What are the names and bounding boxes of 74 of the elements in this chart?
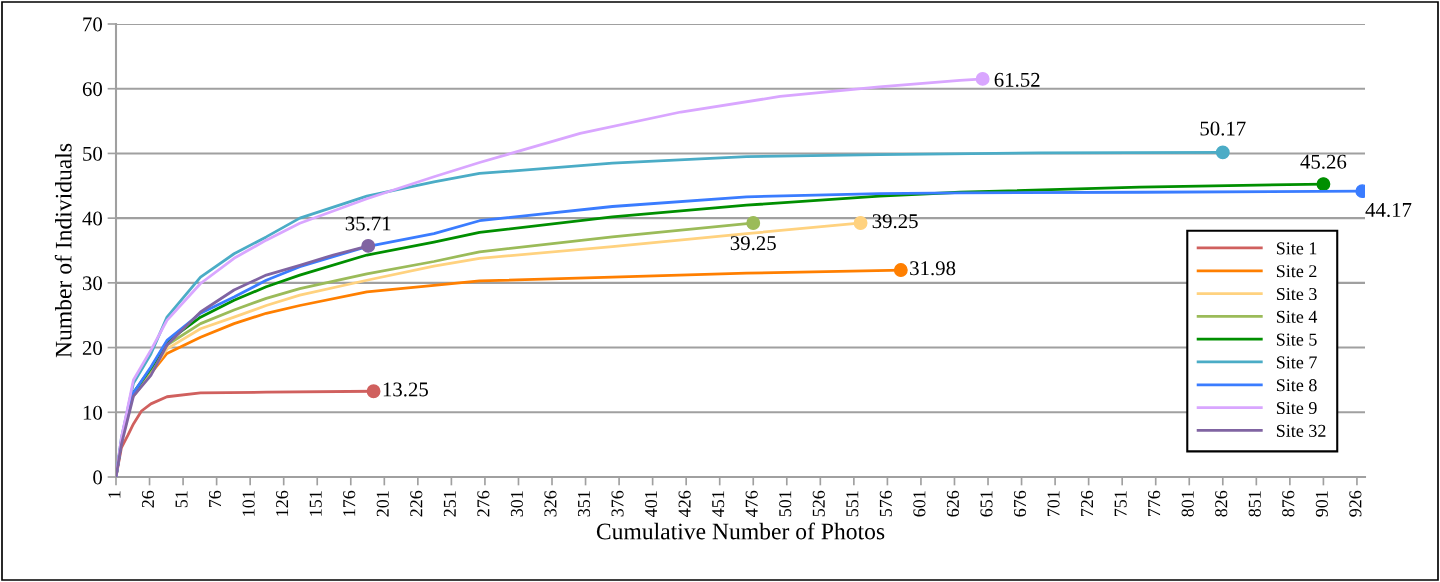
y-tick-label: 70 — [83, 17, 103, 32]
data-label: 45.26 — [1300, 154, 1347, 169]
y-tick-label: 20 — [82, 340, 103, 355]
x-tick-label: 926 — [1349, 490, 1362, 517]
x-tick-label: 201 — [376, 491, 389, 517]
y-tick-label: 60 — [82, 82, 103, 97]
point — [366, 384, 381, 399]
x-tick-label: 651 — [980, 491, 993, 517]
legend-label: Site 5 — [1276, 333, 1317, 346]
x-tick-label: 126 — [276, 490, 289, 516]
point — [1316, 177, 1331, 192]
data-label: 50.17 — [1200, 121, 1246, 136]
x-tick-label: 76 — [209, 490, 222, 508]
x-tick-label: 426 — [678, 490, 691, 517]
legend-label: Site 9 — [1276, 401, 1317, 415]
x-tick-label: 676 — [1013, 490, 1027, 517]
x-tick-label: 251 — [443, 491, 456, 517]
x-tick-label: 876 — [1282, 490, 1295, 517]
y-tick-label: 30 — [82, 276, 103, 291]
point — [746, 216, 761, 230]
x-axis-title: Cumulative Number of Photos — [596, 522, 885, 540]
x-tick-label: 451 — [712, 491, 725, 517]
x-tick-label: 326 — [544, 490, 557, 517]
data-label: 61.52 — [994, 72, 1040, 87]
x-tick-label: 626 — [946, 490, 959, 517]
x-tick-label: 751 — [1114, 491, 1127, 517]
y-tick-label: 10 — [83, 405, 103, 420]
x-tick-label: 801 — [1181, 491, 1194, 517]
data-label: 35.71 — [345, 216, 391, 231]
point — [853, 216, 868, 230]
x-tick-label: 301 — [510, 491, 523, 517]
x-tick-label: 1 — [108, 491, 121, 498]
x-tick-label: 501 — [779, 491, 792, 517]
data-label: 39.25 — [872, 214, 918, 229]
y-tick-label: 40 — [82, 211, 103, 226]
x-tick-label: 551 — [846, 491, 859, 517]
x-tick-label: 851 — [1248, 491, 1261, 517]
data-label: 39.25 — [730, 236, 776, 251]
legend-label: Site 3 — [1276, 287, 1317, 301]
x-tick-label: 151 — [309, 491, 322, 516]
data-label: 31.98 — [910, 261, 956, 276]
legend-label: Site 7 — [1276, 356, 1317, 369]
x-tick-label: 401 — [644, 491, 658, 517]
point — [975, 71, 990, 86]
x-tick-label: 901 — [1315, 491, 1328, 517]
x-tick-label: 601 — [913, 491, 926, 517]
y-tick-label: 0 — [93, 470, 103, 485]
x-tick-label: 101 — [242, 491, 255, 516]
x-tick-label: 726 — [1081, 490, 1094, 517]
point — [1215, 145, 1230, 160]
point — [361, 238, 376, 253]
data-label: 13.25 — [383, 382, 428, 397]
x-tick-label: 26 — [141, 490, 155, 508]
y-axis-title: Number of Individuals — [54, 143, 72, 358]
x-tick-label: 701 — [1047, 491, 1060, 517]
x-tick-label: 176 — [343, 490, 356, 516]
x-tick-label: 526 — [812, 490, 825, 517]
x-tick-label: 51 — [175, 491, 188, 508]
legend-label: Site 4 — [1276, 310, 1318, 323]
legend-label: Site 2 — [1276, 265, 1317, 278]
x-tick-label: 376 — [611, 490, 624, 517]
x-tick-label: 276 — [477, 490, 490, 517]
x-tick-label: 351 — [577, 491, 591, 517]
y-tick-label: 50 — [83, 146, 103, 161]
point — [893, 263, 908, 277]
legend-label: Site 8 — [1276, 379, 1317, 392]
x-tick-label: 576 — [879, 490, 892, 517]
data-label: 44.17 — [1365, 202, 1412, 218]
x-tick-label: 826 — [1215, 490, 1228, 517]
x-tick-label: 226 — [410, 490, 423, 517]
x-tick-label: 776 — [1148, 490, 1161, 517]
x-tick-label: 476 — [745, 490, 758, 517]
legend-label: Site 32 — [1276, 424, 1326, 437]
legend-label: Site 1 — [1276, 242, 1317, 255]
